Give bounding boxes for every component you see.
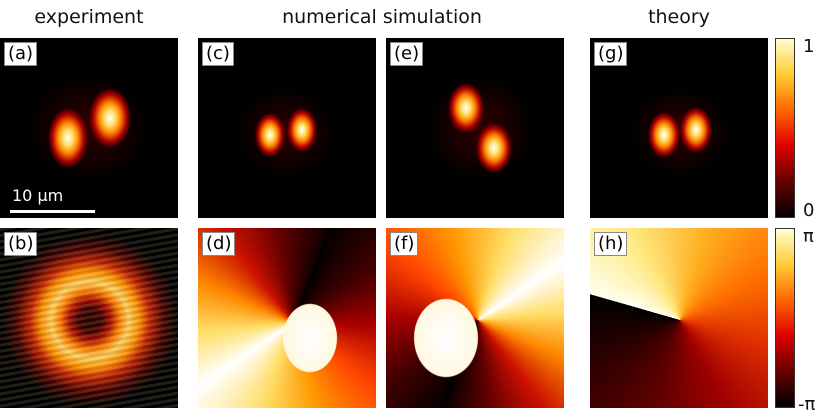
- panel-image: (e): [386, 38, 564, 218]
- colorbar-label: 0: [803, 200, 815, 221]
- panel-image: (h): [590, 228, 768, 408]
- panel-image: (c): [198, 38, 376, 218]
- scale-bar: [10, 210, 95, 213]
- column-header: experiment: [34, 6, 144, 28]
- colorbar: [775, 38, 795, 218]
- panel-image: (f): [386, 228, 564, 408]
- panel-label: (g): [594, 42, 628, 66]
- panel-image: (d): [198, 228, 376, 408]
- panel-label: (b): [4, 232, 38, 256]
- panel-image: (g): [590, 38, 768, 218]
- panel-label: (f): [390, 232, 419, 256]
- column-header: numerical simulation: [282, 6, 482, 28]
- column-header: theory: [648, 6, 710, 28]
- panel-label: (c): [202, 42, 234, 66]
- colorbar-label: π: [803, 226, 814, 247]
- panel-label: (d): [202, 232, 236, 256]
- panel-label: (h): [594, 232, 628, 256]
- panel-image: (b): [0, 228, 178, 408]
- panel-image: (a) 10 μm: [0, 38, 178, 218]
- panel-label: (a): [4, 42, 38, 66]
- scale-bar-label: 10 μm: [12, 186, 64, 205]
- colorbar-label: -π: [798, 394, 816, 415]
- panel-label: (e): [390, 42, 424, 66]
- colorbar-label: 1: [803, 36, 815, 57]
- colorbar: [775, 228, 795, 408]
